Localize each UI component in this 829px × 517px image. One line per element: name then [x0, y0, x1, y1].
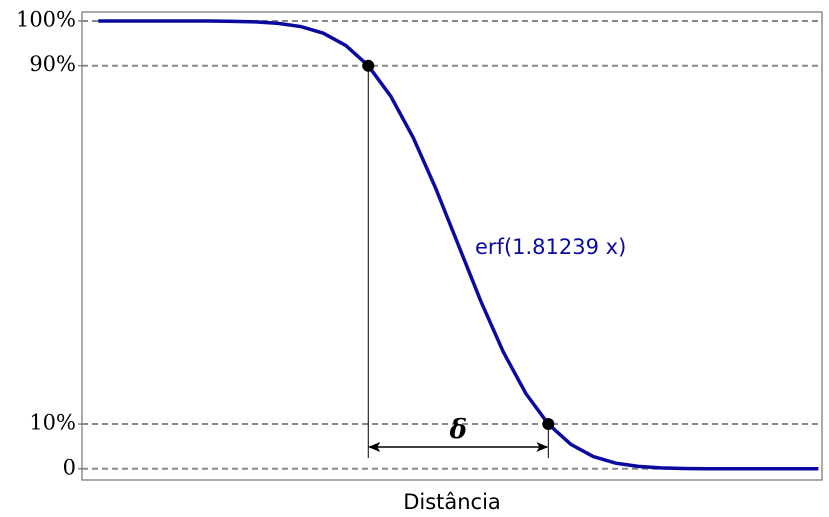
plot-frame [81, 11, 823, 481]
x-axis-label: Distância [403, 490, 501, 514]
curve [98, 19, 819, 471]
y-tick-label: 90% [29, 52, 76, 76]
marker-point [542, 418, 555, 431]
curve-annotation: erf(1.81239 x) [475, 235, 626, 259]
y-tick-label: 0 [63, 455, 76, 479]
y-tick-label: 100% [16, 7, 76, 31]
marker-point [362, 59, 375, 72]
delta-label: δ [449, 415, 467, 445]
y-tick-label: 10% [29, 411, 76, 435]
